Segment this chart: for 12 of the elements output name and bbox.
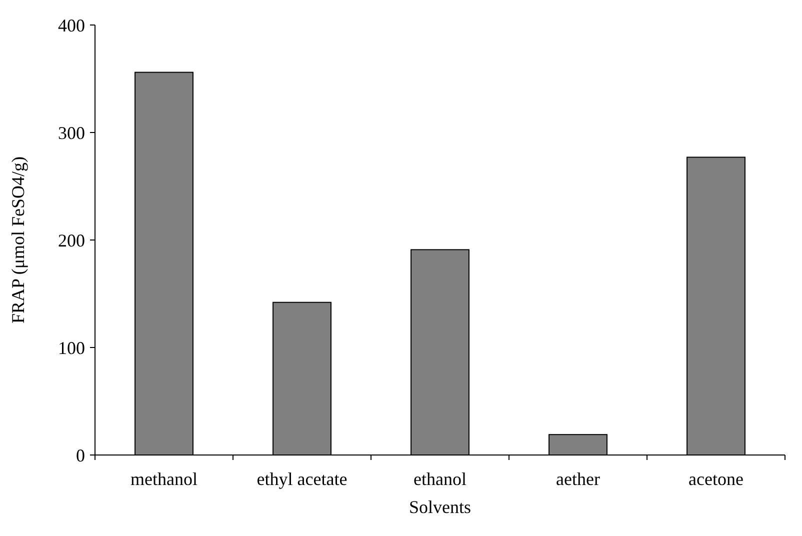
y-tick-label: 300 (58, 122, 85, 143)
x-tick-label: methanol (130, 469, 198, 489)
y-tick-label: 200 (58, 230, 85, 250)
x-tick-label: ethanol (414, 469, 466, 489)
y-tick-label: 0 (76, 445, 85, 466)
x-tick-label: acetone (688, 469, 744, 489)
x-tick-label: ethyl acetate (256, 469, 348, 489)
y-axis-title: FRAP (μmol FeSO4/g) (8, 156, 28, 324)
y-tick-label: 100 (58, 338, 85, 358)
x-tick-label: aether (556, 469, 600, 489)
x-axis-title: Solvents (408, 497, 472, 517)
y-tick-label: 400 (58, 15, 85, 36)
